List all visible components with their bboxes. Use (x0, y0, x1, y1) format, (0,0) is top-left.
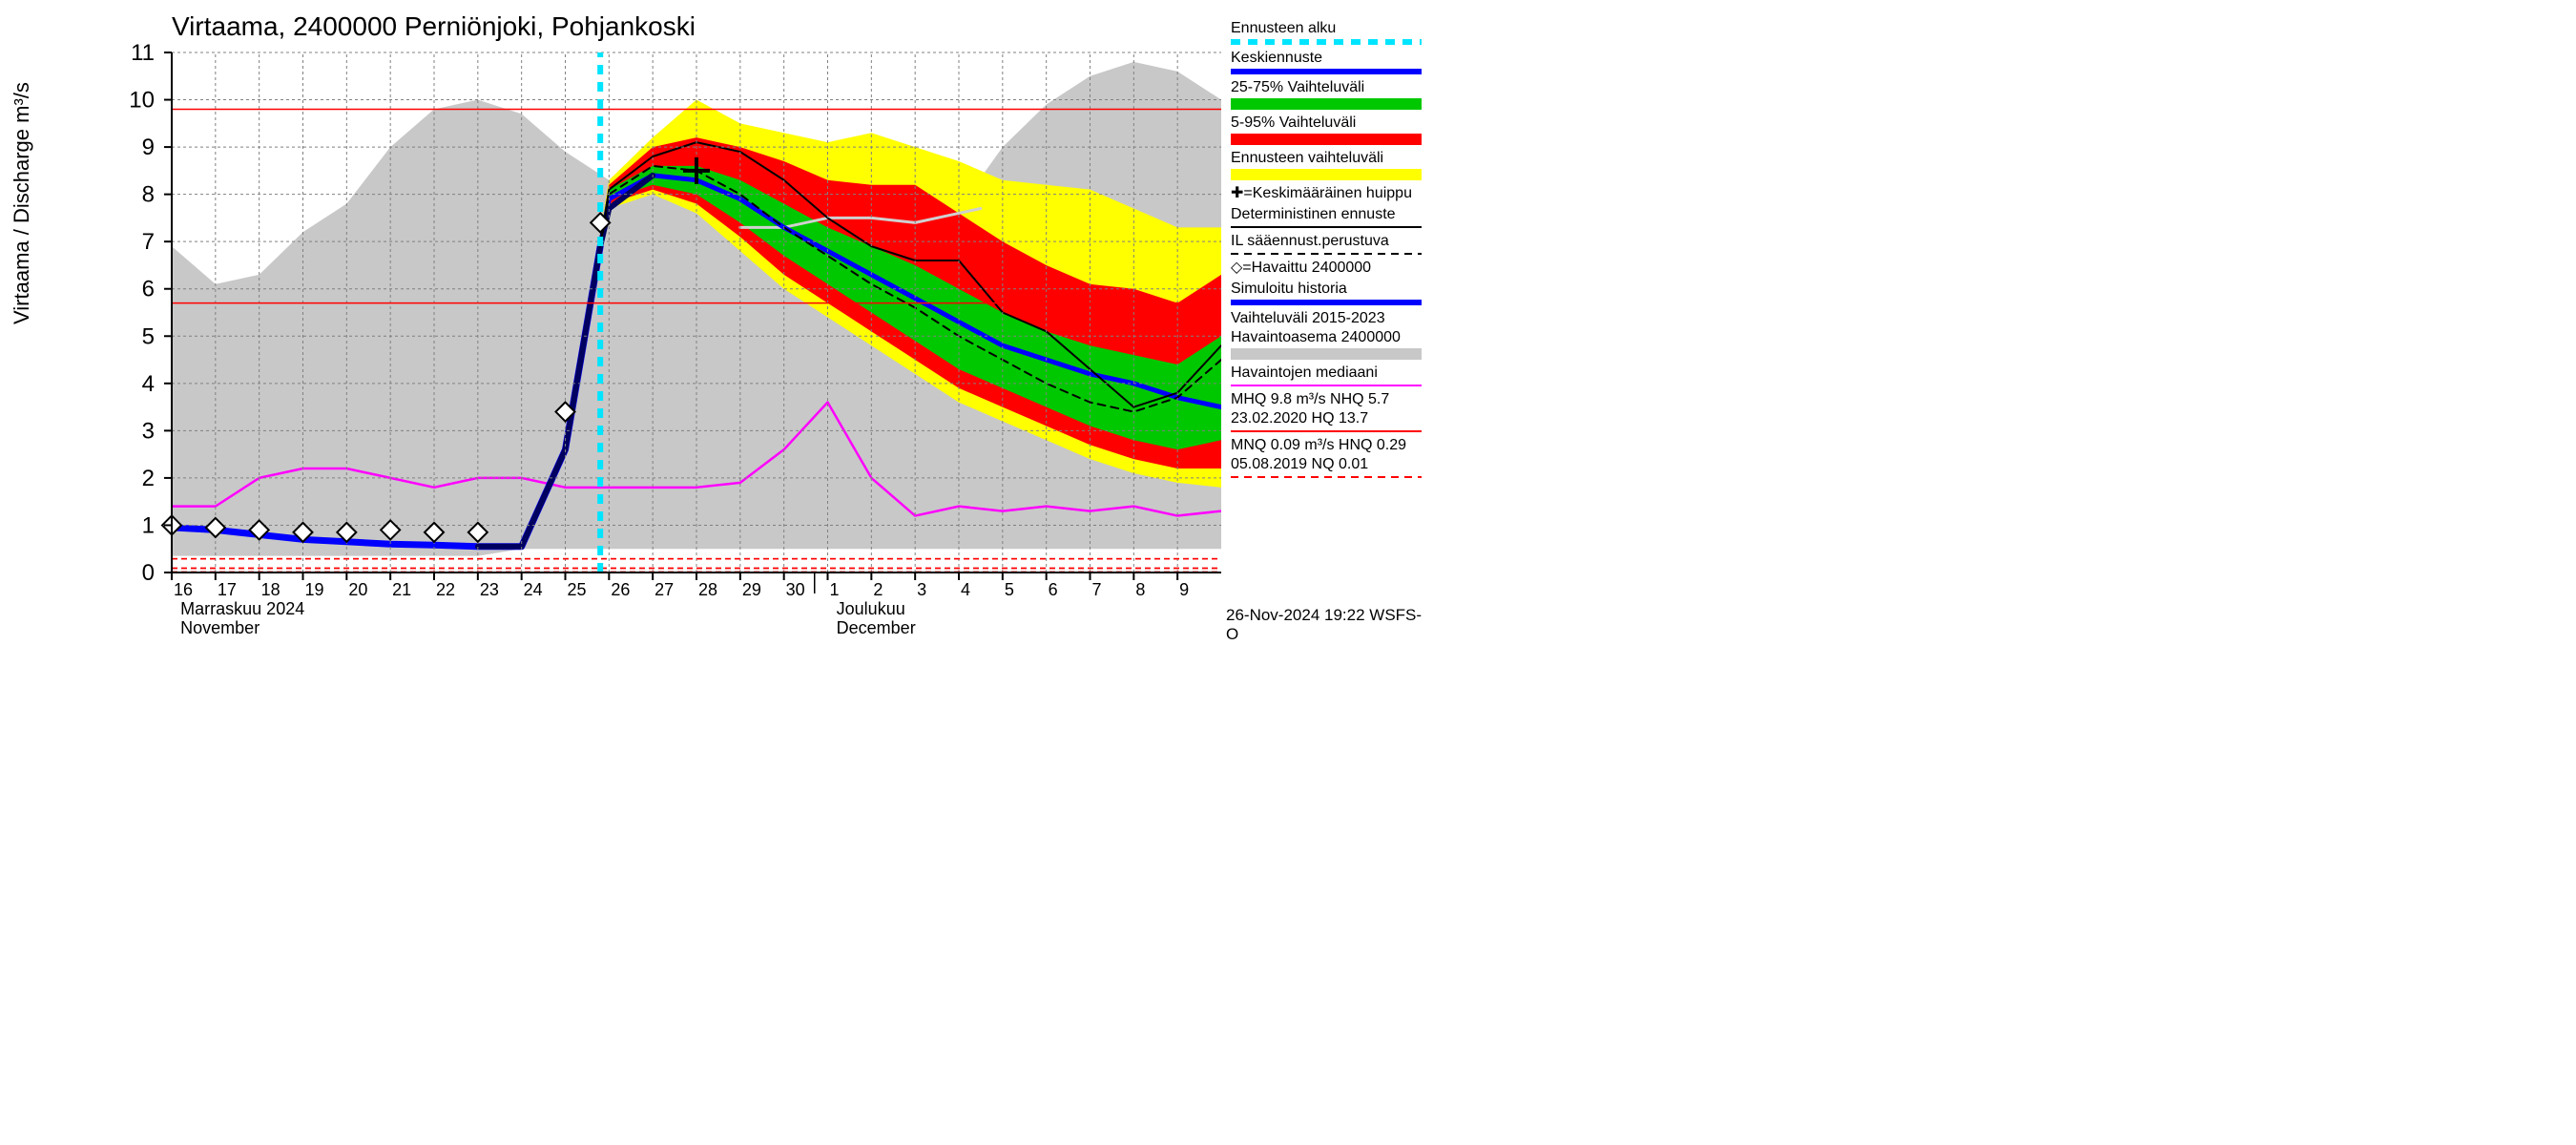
svg-text:29: 29 (742, 580, 761, 599)
svg-text:28: 28 (698, 580, 717, 599)
svg-text:Joulukuu: Joulukuu (837, 599, 905, 618)
svg-text:9: 9 (1179, 580, 1189, 599)
svg-text:4: 4 (142, 371, 155, 397)
svg-text:21: 21 (392, 580, 411, 599)
svg-text:23: 23 (480, 580, 499, 599)
legend-item: 5-95% Vaihteluväli (1231, 114, 1426, 145)
svg-text:7: 7 (142, 229, 155, 255)
svg-text:3: 3 (142, 418, 155, 444)
svg-text:6: 6 (1049, 580, 1058, 599)
legend-item: Ennusteen alku (1231, 19, 1426, 45)
legend-item: Simuloitu historia (1231, 280, 1426, 305)
svg-text:4: 4 (961, 580, 970, 599)
svg-text:26: 26 (611, 580, 630, 599)
legend-item: Vaihteluväli 2015-2023 Havaintoasema 240… (1231, 309, 1426, 360)
svg-text:3: 3 (917, 580, 926, 599)
svg-text:5: 5 (142, 323, 155, 349)
legend: Ennusteen alku Keskiennuste 25-75% Vaihtel… (1231, 19, 1426, 482)
svg-text:8: 8 (142, 182, 155, 208)
svg-text:1: 1 (142, 512, 155, 538)
svg-text:2: 2 (873, 580, 883, 599)
svg-text:11: 11 (131, 40, 155, 66)
svg-text:December: December (837, 618, 916, 636)
legend-item: MNQ 0.09 m³/s HNQ 0.2905.08.2019 NQ 0.01 (1231, 436, 1426, 478)
svg-text:22: 22 (436, 580, 455, 599)
svg-text:8: 8 (1135, 580, 1145, 599)
svg-text:November: November (180, 618, 260, 636)
svg-text:19: 19 (305, 580, 324, 599)
svg-text:1: 1 (830, 580, 840, 599)
svg-text:0: 0 (142, 560, 155, 586)
legend-item: Deterministinen ennuste (1231, 205, 1426, 228)
timestamp: 26-Nov-2024 19:22 WSFS-O (1226, 606, 1431, 644)
svg-text:10: 10 (129, 88, 155, 114)
legend-item: 25-75% Vaihteluväli (1231, 78, 1426, 110)
svg-text:9: 9 (142, 135, 155, 160)
legend-item: ◇=Havaittu 2400000 (1231, 259, 1426, 278)
svg-text:24: 24 (524, 580, 543, 599)
svg-text:Marraskuu 2024: Marraskuu 2024 (180, 599, 304, 618)
legend-item: Havaintojen mediaani (1231, 364, 1426, 386)
svg-text:7: 7 (1092, 580, 1102, 599)
svg-text:30: 30 (786, 580, 805, 599)
svg-text:2: 2 (142, 466, 155, 491)
svg-text:6: 6 (142, 277, 155, 302)
chart-svg: 0123456789101116171819202122232425262728… (0, 0, 1431, 636)
legend-item: Keskiennuste (1231, 49, 1426, 74)
legend-item: IL sääennust.perustuva (1231, 232, 1426, 255)
svg-text:5: 5 (1005, 580, 1014, 599)
svg-text:25: 25 (568, 580, 587, 599)
legend-item: MHQ 9.8 m³/s NHQ 5.723.02.2020 HQ 13.7 (1231, 390, 1426, 432)
svg-text:16: 16 (174, 580, 193, 599)
legend-item: Ennusteen vaihteluväli (1231, 149, 1426, 180)
legend-item: ✚=Keskimääräinen huippu (1231, 184, 1426, 203)
svg-text:17: 17 (218, 580, 237, 599)
svg-text:20: 20 (348, 580, 367, 599)
svg-text:18: 18 (261, 580, 280, 599)
svg-text:27: 27 (654, 580, 674, 599)
chart-container: Virtaama, 2400000 Perniönjoki, Pohjankos… (0, 0, 1431, 636)
